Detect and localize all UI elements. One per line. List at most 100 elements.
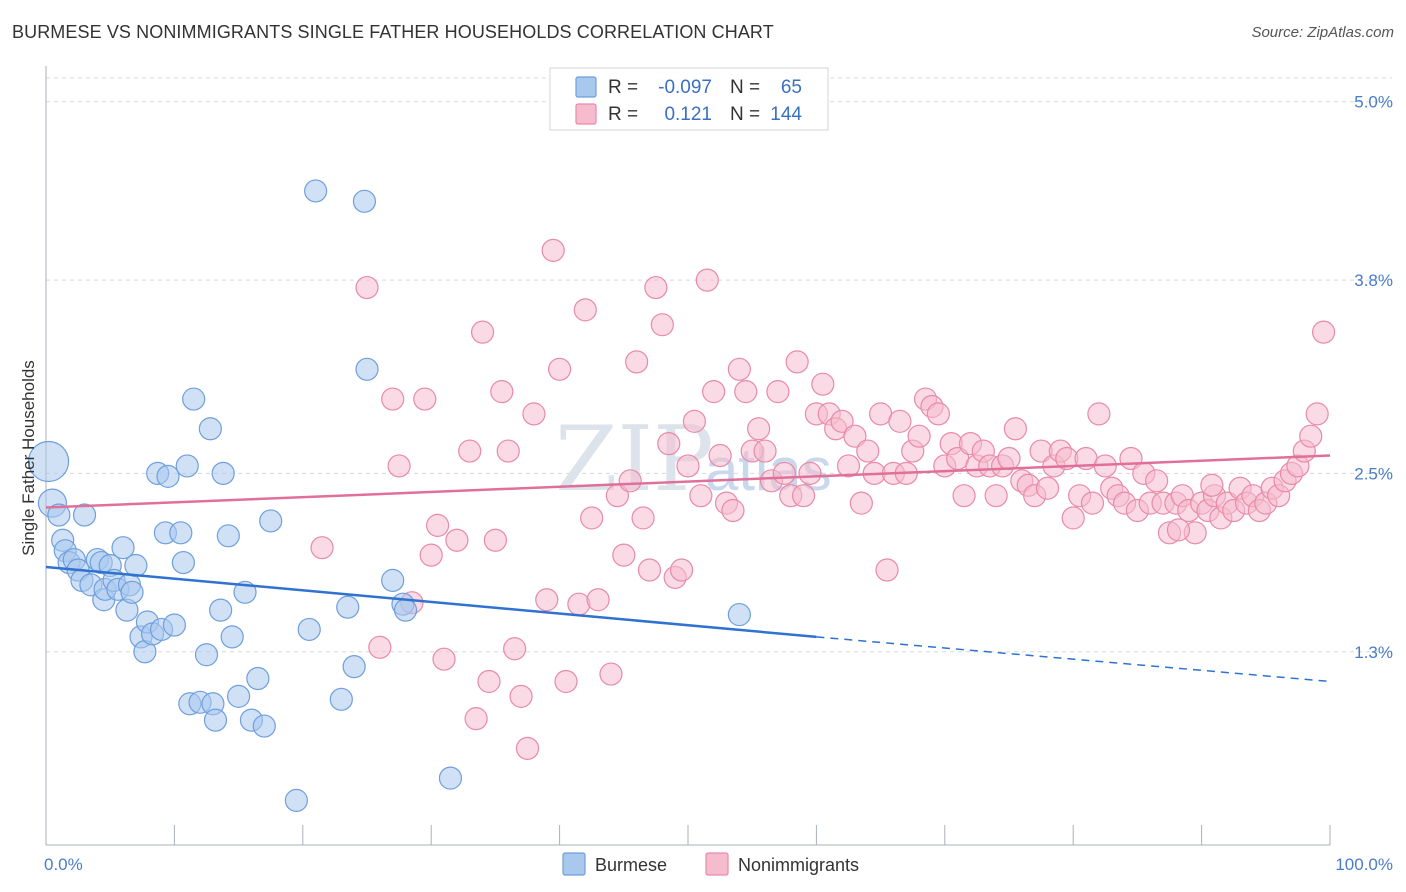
nonimmigrants-point-45 (695, 268, 719, 292)
nonimmigrants-point-67 (836, 454, 861, 478)
nonimmigrants-points (310, 238, 1336, 760)
nonimmigrants-point-10 (445, 528, 469, 552)
nonimmigrants-point-35 (631, 506, 655, 530)
burmese-point-44 (216, 524, 240, 548)
burmese-point-45 (220, 625, 244, 649)
nonimmigrants-point-4 (387, 454, 411, 478)
nonimmigrants-point-20 (515, 736, 540, 760)
nonimmigrants-point-21 (522, 402, 546, 426)
burmese-point-21 (120, 580, 144, 604)
burmese-point-56 (336, 595, 360, 619)
grid-lines (46, 77, 1392, 653)
nonimmigrants-point-17 (496, 439, 520, 463)
series-legend-nonimmigrants: Nonimmigrants (738, 855, 859, 875)
source-label: Source: ZipAtlas.com (1251, 24, 1394, 41)
nonimmigrants-point-60 (791, 484, 816, 508)
nonimmigrants-point-36 (637, 558, 662, 582)
burmese-trend-line (45, 565, 817, 639)
tick-labels: 1.3% 2.5% 3.8% 5.0% 0.0% 100.0% (44, 93, 1393, 874)
series-legend-swatch-nonimmigrants (705, 852, 729, 876)
nonimmigrants-point-73 (875, 558, 899, 582)
nonimmigrants-point-61 (798, 461, 822, 485)
burmese-point-57 (342, 655, 366, 679)
burmese-point-55 (329, 687, 353, 711)
nonimmigrants-point-13 (470, 320, 495, 344)
nonimmigrants-point-32 (612, 543, 636, 567)
nonimmigrants-point-75 (888, 409, 912, 433)
nonimmigrants-point-139 (1299, 424, 1323, 448)
burmese-point-59 (355, 357, 379, 381)
burmese-point-31 (162, 613, 186, 637)
nonimmigrants-point-63 (811, 372, 835, 396)
x-tick-label-0: 0.0% (44, 855, 83, 874)
nonimmigrants-point-8 (426, 513, 450, 537)
nonimmigrants-point-6 (413, 387, 437, 411)
nonimmigrants-point-51 (734, 380, 758, 404)
burmese-point-51 (259, 509, 283, 533)
nonimmigrants-point-90 (984, 484, 1008, 508)
burmese-point-50 (252, 714, 276, 738)
burmese-point-63 (438, 766, 463, 790)
burmese-point-0 (27, 440, 70, 483)
nonimmigrants-point-37 (644, 275, 668, 300)
burmese-point-29 (156, 464, 180, 488)
nonimmigrants-point-11 (458, 439, 482, 463)
nonimmigrants-point-143 (1200, 473, 1224, 497)
legend-r-value-1: -0.097 (658, 77, 712, 98)
trend-lines (45, 454, 1331, 683)
nonimmigrants-trend-line (45, 454, 1331, 509)
nonimmigrants-point-85 (952, 484, 976, 508)
nonimmigrants-point-15 (483, 528, 507, 552)
nonimmigrants-point-30 (599, 662, 623, 686)
burmese-point-34 (175, 454, 199, 478)
legend-n-label-2: N = (730, 104, 760, 125)
nonimmigrants-point-14 (477, 669, 501, 694)
chart-title: BURMESE VS NONIMMIGRANTS SINGLE FATHER H… (12, 22, 774, 42)
nonimmigrants-point-43 (682, 409, 707, 433)
nonimmigrants-point-41 (669, 558, 694, 582)
nonimmigrants-point-25 (554, 669, 578, 694)
burmese-point-64 (727, 602, 751, 627)
nonimmigrants-point-140 (1305, 402, 1329, 426)
legend-r-label-1: R = (608, 77, 638, 98)
nonimmigrants-point-39 (657, 432, 681, 456)
y-tick-label-1: 2.5% (1354, 464, 1393, 483)
nonimmigrants-point-18 (503, 637, 527, 661)
nonimmigrants-point-3 (381, 387, 405, 411)
burmese-point-9 (72, 503, 97, 527)
legend-r-label-2: R = (608, 104, 638, 125)
burmese-point-33 (171, 550, 195, 575)
legend-n-value-2: 144 (770, 104, 802, 125)
nonimmigrants-point-44 (689, 484, 713, 508)
nonimmigrants-point-12 (464, 707, 488, 731)
nonimmigrants-point-29 (586, 588, 610, 612)
burmese-points (27, 179, 751, 813)
nonimmigrants-point-115 (1145, 469, 1169, 493)
nonimmigrants-point-54 (753, 439, 777, 463)
burmese-point-22 (124, 553, 148, 578)
burmese-point-49 (246, 666, 270, 691)
nonimmigrants-point-26 (567, 592, 591, 616)
nonimmigrants-point-22 (535, 588, 559, 612)
nonimmigrants-point-57 (772, 461, 796, 485)
nonimmigrants-point-1 (355, 275, 379, 300)
nonimmigrants-point-38 (650, 313, 674, 337)
legend-n-label-1: N = (730, 77, 760, 98)
burmese-point-43 (211, 461, 235, 485)
series-legend-swatch-burmese (562, 852, 586, 876)
nonimmigrants-point-27 (573, 298, 597, 322)
burmese-point-18 (111, 536, 135, 560)
legend-swatch-burmese (575, 76, 597, 98)
x-tick-label-1: 100.0% (1335, 855, 1393, 874)
nonimmigrants-point-50 (727, 357, 751, 381)
nonimmigrants-point-81 (926, 402, 950, 426)
burmese-point-2 (47, 503, 71, 527)
burmese-point-62 (393, 598, 418, 622)
nonimmigrants-point-68 (843, 424, 867, 448)
legend-r-value-2: 0.121 (664, 104, 712, 125)
y-axis-label: Single Father Households (19, 360, 38, 556)
burmese-point-54 (304, 179, 328, 203)
nonimmigrants-point-7 (419, 543, 443, 567)
nonimmigrants-point-9 (432, 647, 456, 671)
